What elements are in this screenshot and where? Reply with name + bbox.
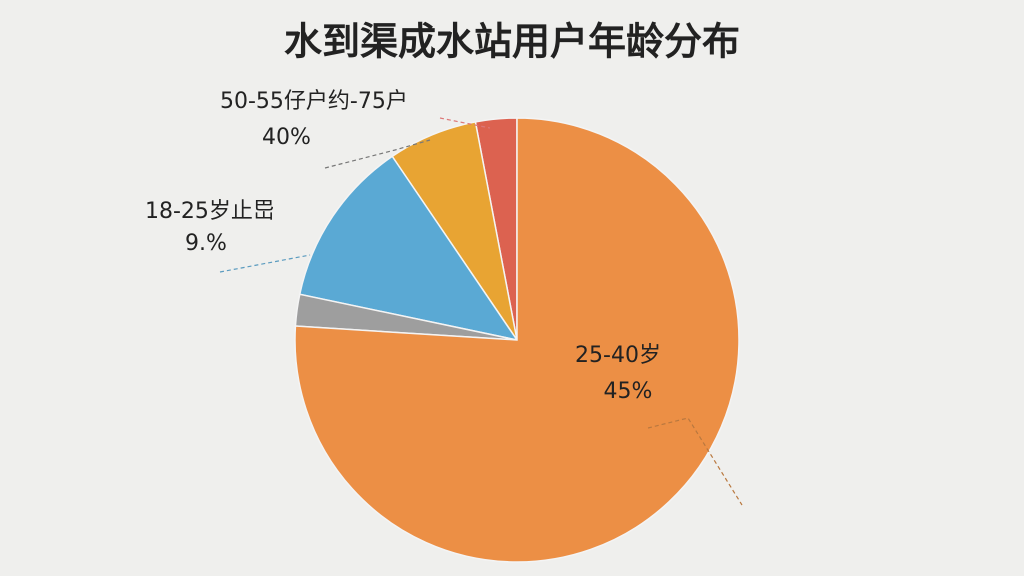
chart-title: 水到渠成水站用户年龄分布 — [284, 20, 740, 64]
leader-line — [219, 254, 311, 273]
pie-slice — [298, 155, 519, 342]
leader-line — [439, 117, 491, 129]
annotation: 50-55仔户约-75户 — [220, 89, 408, 114]
annotation: 18-25岁止岊 — [145, 199, 275, 224]
annotation: 9.% — [185, 231, 227, 256]
annotation: 45% — [604, 379, 653, 404]
pie-slice — [294, 117, 740, 563]
annotation: 25-40岁 — [575, 343, 661, 368]
pie — [294, 117, 740, 563]
leader-line — [324, 139, 431, 169]
annotation: 40% — [262, 125, 311, 150]
